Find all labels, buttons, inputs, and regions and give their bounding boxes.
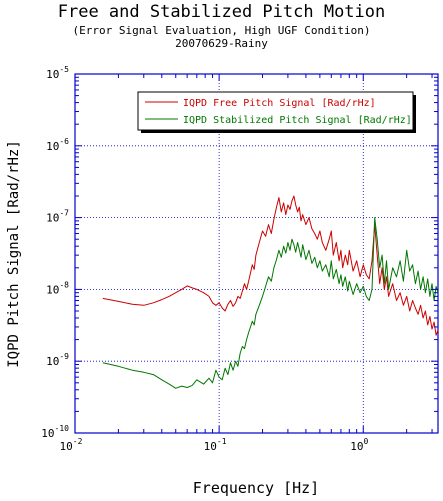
x-tick-label: 100 bbox=[350, 437, 368, 453]
y-tick-label: 10-10 bbox=[41, 424, 69, 440]
y-axis-label: IQPD Pitch Signal [Rad/rHz] bbox=[6, 140, 22, 368]
y-tick-label: 10-5 bbox=[46, 65, 69, 81]
y-axis-ticks: 10-10 10-9 10-8 10-7 10-6 10-5 bbox=[41, 65, 438, 440]
legend-box bbox=[137, 91, 414, 131]
x-tick-label: 10-2 bbox=[60, 437, 83, 453]
grid-lines bbox=[75, 74, 438, 433]
x-axis-ticks: 10-2 10-1 100 bbox=[60, 74, 433, 453]
series-line-stabilized-pitch bbox=[102, 217, 439, 389]
legend-label-free: IQPD Free Pitch Signal [Rad/rHz] bbox=[183, 98, 376, 109]
x-axis-label: Frequency [Hz] bbox=[193, 479, 319, 497]
y-tick-label: 10-7 bbox=[46, 209, 69, 225]
chart-subtitle-date: 20070629-Rainy bbox=[175, 37, 268, 50]
chart-title: Free and Stabilized Pitch Motion bbox=[57, 2, 386, 22]
y-tick-label: 10-9 bbox=[46, 352, 69, 368]
legend-label-stabilized: IQPD Stabilized Pitch Signal [Rad/rHz] bbox=[183, 115, 412, 126]
series-layer bbox=[102, 195, 439, 389]
plot-frame bbox=[74, 73, 439, 434]
y-tick-label: 10-8 bbox=[46, 280, 69, 296]
legend: IQPD Free Pitch Signal [Rad/rHz] IQPD St… bbox=[137, 91, 416, 133]
series-line-free-pitch bbox=[102, 195, 439, 336]
y-tick-label: 10-6 bbox=[46, 137, 69, 153]
x-tick-label: 10-1 bbox=[204, 437, 227, 453]
chart-subtitle: (Error Signal Evaluation, High UGF Condi… bbox=[72, 24, 371, 37]
